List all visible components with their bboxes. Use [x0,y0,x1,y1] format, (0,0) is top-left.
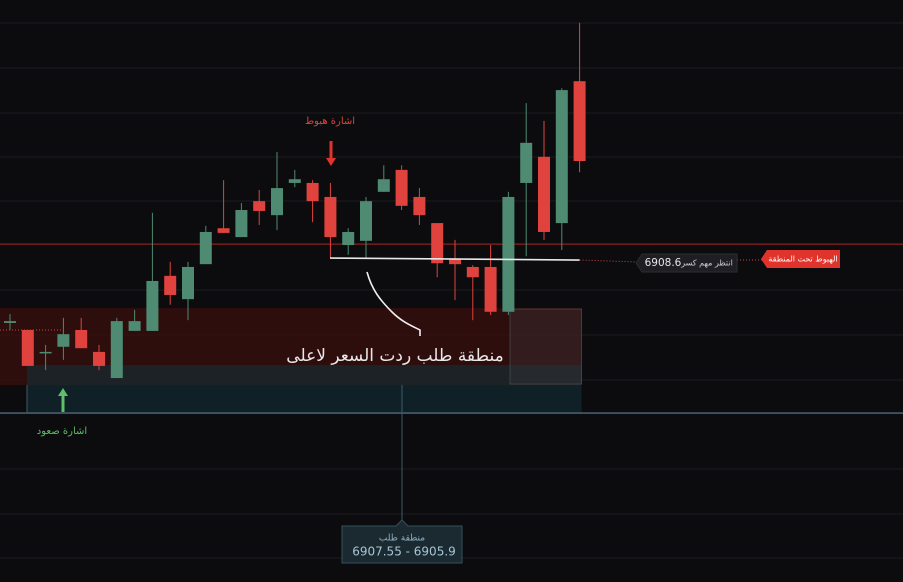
zone-box [509,308,582,385]
zone-title: منطقة طلب [379,534,425,544]
candle-body [164,275,177,295]
candle-body [395,169,408,206]
candle-body [466,266,479,278]
candle-body [555,90,568,224]
candle-body [21,329,34,366]
candle-body [4,321,16,323]
candle-body [306,182,319,202]
candle-body [342,231,355,246]
candle-body [431,223,444,264]
hand-drawn-curve [366,271,421,336]
break-line [329,257,580,261]
candle-body [413,196,426,216]
tooltip-box [341,519,463,564]
candle-body [360,201,372,241]
buy-arrow-head [58,388,68,396]
break-label-box [635,253,738,273]
candle-body [502,196,515,312]
candle-body [93,351,105,366]
candle-body [271,188,283,216]
candle-body [182,266,194,300]
break-dotted [579,259,641,263]
candle-body [199,231,212,265]
zone-range: 6907.55 - 6905.9 [352,545,456,559]
zone-note: منطقة طلب ردت السعر لاعلى [286,346,503,366]
candles [4,22,586,379]
candle-body [253,201,266,211]
candle-body [75,329,88,349]
candle-body [235,210,248,238]
sell-arrow-head [326,158,336,166]
candle-body [484,266,497,312]
candle-body [573,81,586,162]
sell-signal: اشارة هبوط [305,116,355,127]
candle-body [324,196,337,238]
candle-body [449,259,461,265]
break-note: انتظر مهم كسر [680,259,733,268]
break-level-label: 6908.6 [645,257,682,269]
support-zone [27,365,582,414]
candle-body [57,334,70,347]
candle-body [520,142,533,183]
candle-body [110,321,123,379]
candle-body [39,351,52,354]
buy-signal: اشارة صعود [37,426,87,437]
grid [0,22,903,559]
candle-body [288,179,301,183]
candle-body [538,156,550,232]
annotations: اشارة هبوط اشارة صعود منطقة طلب ردت السع… [0,116,840,564]
zones [0,243,903,520]
candle-body [146,280,159,331]
candle-body [377,179,390,192]
candle-body [128,321,141,331]
candle-body [217,228,230,233]
tag-box [761,250,840,269]
tag-text: الهبوط تحت المنطقة [768,255,837,264]
